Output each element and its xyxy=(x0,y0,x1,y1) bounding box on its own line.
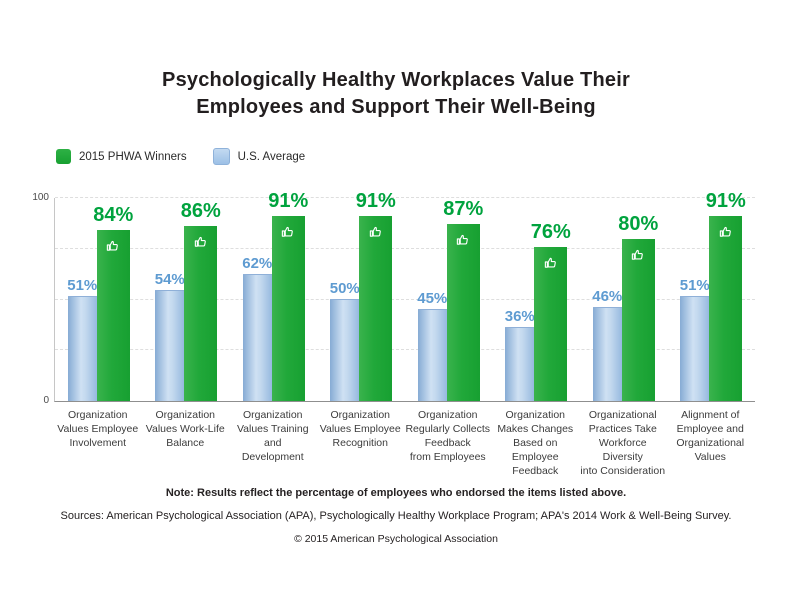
category-label: Organization Values Training and Develop… xyxy=(236,409,309,463)
winners-bar: 76% xyxy=(531,221,571,401)
winners-value-label: 91% xyxy=(268,190,309,213)
us-average-bar: 50% xyxy=(330,280,360,401)
y-axis-max-label: 100 xyxy=(32,192,49,203)
bar-group: 62% 91% xyxy=(230,190,318,401)
us-average-value-label: 62% xyxy=(242,255,273,273)
us-average-swatch-icon xyxy=(212,148,230,165)
winners-value-label: 91% xyxy=(705,190,746,213)
winners-value-label: 87% xyxy=(443,198,484,221)
gridline xyxy=(55,349,755,351)
legend-item-us-average: U.S. Average xyxy=(212,148,306,165)
footer-note: Note: Results reflect the percentage of … xyxy=(165,487,627,499)
bar-group: 50% 91% xyxy=(318,190,406,401)
thumbs-up-icon xyxy=(107,241,119,252)
winners-value-label: 80% xyxy=(618,212,659,235)
us-average-value-label: 54% xyxy=(154,271,185,289)
us-average-value-label: 45% xyxy=(417,289,448,307)
plot-area: 51% 84% 54% 86% 62% 91% 50% 91% 45% 87% 36% 76% 46% 8… xyxy=(55,190,756,401)
legend: 2015 PHWA Winners U.S. Average xyxy=(56,148,305,165)
thumbs-up-icon xyxy=(457,235,469,246)
winners-bar: 84% xyxy=(93,204,133,401)
thumbs-up-icon xyxy=(194,237,206,248)
winners-bar: 91% xyxy=(356,190,396,401)
category-label: Organization Values Employee Recognition xyxy=(319,409,401,449)
us-average-value-label: 51% xyxy=(679,277,710,295)
chart-title: Psychologically Healthy Workplaces Value… xyxy=(162,69,630,118)
gridline xyxy=(55,247,755,249)
us-average-value-label: 46% xyxy=(592,287,623,305)
category-label: Alignment of Employee and Organizational… xyxy=(676,409,745,463)
legend-label-winners: 2015 PHWA Winners xyxy=(79,150,187,163)
thumbs-up-icon xyxy=(632,249,644,260)
footer-copyright: © 2015 American Psychological Associatio… xyxy=(294,533,498,545)
category-label: Organization Regularly Collects Feedback… xyxy=(405,409,491,463)
winners-bar: 91% xyxy=(706,190,746,401)
bar-group: 54% 86% xyxy=(143,198,231,401)
category-label: Organization Makes Changes Based on Empl… xyxy=(497,409,574,477)
footer-sources: Sources: American Psychological Associat… xyxy=(60,510,732,522)
winners-bar: 86% xyxy=(181,200,221,401)
winners-bar: 87% xyxy=(443,198,483,401)
legend-label-us-average: U.S. Average xyxy=(237,150,306,163)
us-average-bar: 51% xyxy=(67,277,97,401)
bar-groups: 51% 84% 54% 86% 62% 91% 50% 91% 45% 87% 36% 76% 46% 8… xyxy=(55,190,756,401)
us-average-bar: 51% xyxy=(680,277,710,401)
footer: Note: Results reflect the percentage of … xyxy=(0,487,792,545)
us-average-bar: 45% xyxy=(417,290,447,401)
us-average-bar: 62% xyxy=(242,255,272,401)
gridline xyxy=(55,298,755,300)
bar-group: 45% 87% xyxy=(405,198,493,401)
bar-group: 51% 84% xyxy=(55,198,143,401)
thumbs-up-icon xyxy=(544,257,556,268)
us-average-bar: 46% xyxy=(592,288,622,401)
winners-value-label: 86% xyxy=(180,200,221,223)
winners-value-label: 76% xyxy=(530,220,571,243)
winners-swatch-icon xyxy=(56,149,71,164)
category-labels-row: Organization Values Employee Involvement… xyxy=(54,409,754,479)
category-label: Organization Values Work-Life Balance xyxy=(145,409,225,449)
us-average-value-label: 51% xyxy=(67,277,98,295)
bar-chart: 100 0 51% 84% 54% 86% 62% 91% 50% 91% 45% 87% 36% 7… xyxy=(32,190,756,406)
category-label: Organization Values Employee Involvement xyxy=(57,409,139,449)
winners-bar: 80% xyxy=(618,213,658,401)
bar-group: 36% 76% xyxy=(493,198,581,401)
us-average-value-label: 50% xyxy=(329,279,360,297)
thumbs-up-icon xyxy=(282,227,294,238)
winners-value-label: 84% xyxy=(93,204,134,227)
gridline xyxy=(55,197,755,198)
legend-item-winners: 2015 PHWA Winners xyxy=(56,149,187,164)
y-axis-min-label: 0 xyxy=(43,395,49,406)
us-average-bar: 36% xyxy=(505,308,535,401)
bar-group: 51% 91% xyxy=(668,190,756,401)
thumbs-up-icon xyxy=(369,227,381,238)
us-average-value-label: 36% xyxy=(504,307,535,325)
bar-group: 46% 80% xyxy=(580,198,668,401)
winners-bar: 91% xyxy=(268,190,308,401)
thumbs-up-icon xyxy=(719,227,731,238)
winners-value-label: 91% xyxy=(355,190,396,213)
category-label: Organizational Practices Take Workforce … xyxy=(580,409,666,477)
us-average-bar: 54% xyxy=(155,271,185,401)
